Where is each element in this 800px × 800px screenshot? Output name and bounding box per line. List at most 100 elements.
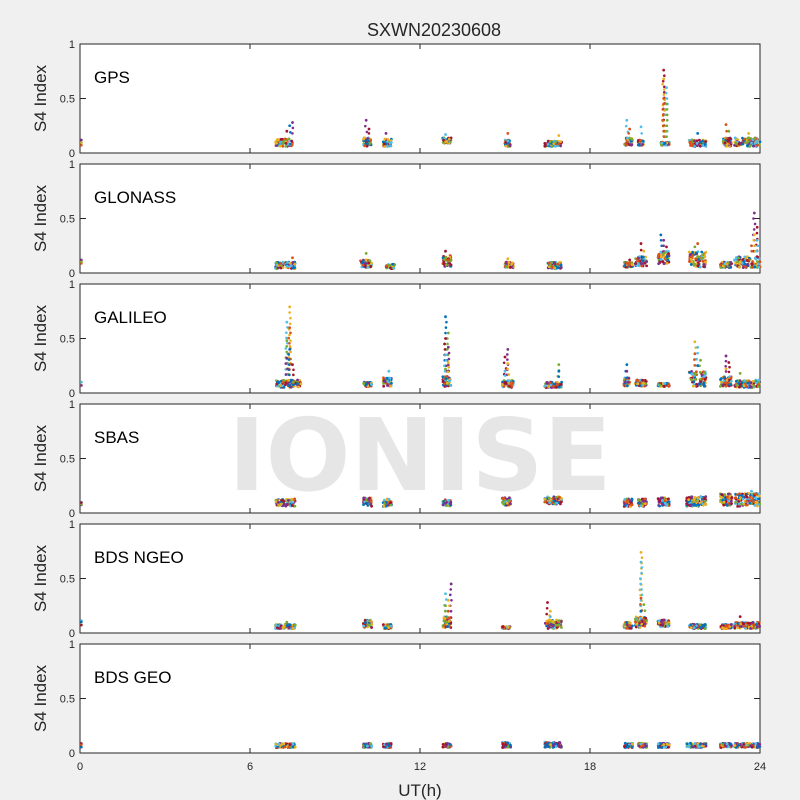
data-point [752,144,756,148]
data-point [637,256,640,260]
y-tick-label: 1 [69,159,75,171]
data-point [690,260,694,264]
data-point [750,249,754,253]
data-point [501,383,504,386]
data-point [626,140,629,144]
data-point [627,132,631,135]
data-point [750,745,754,749]
data-point [754,742,758,746]
data-point [658,504,662,508]
data-point [623,502,626,505]
data-point [502,361,506,365]
data-point [446,370,450,374]
data-point [448,742,452,746]
data-point [441,380,445,384]
y-tick-label: 0.5 [60,574,75,586]
data-point [509,383,513,387]
data-point [639,602,642,606]
data-point [689,263,693,266]
data-point [505,353,509,356]
data-point [547,745,551,749]
data-point [511,261,514,265]
data-point [545,380,549,384]
data-point [280,137,284,141]
data-point [745,500,749,503]
data-point [739,496,742,500]
data-point [725,144,729,148]
data-point [723,141,727,145]
data-point [688,371,692,374]
data-point [696,242,700,245]
data-point [286,261,289,264]
data-point [695,141,699,145]
data-point [752,211,756,215]
data-point [628,127,632,131]
data-point [689,626,693,630]
data-point [689,255,692,259]
data-point [506,348,510,351]
data-point [636,258,640,262]
data-point [288,142,292,146]
data-point [285,344,289,348]
data-point [743,624,747,628]
data-point [559,383,563,386]
data-point [751,621,755,624]
data-point [755,238,759,242]
data-point [628,258,632,262]
data-point [659,233,663,237]
data-point [640,264,643,268]
data-point [729,623,733,626]
data-point [658,383,662,387]
data-point [722,627,726,630]
data-point [80,380,83,384]
data-point [692,623,696,626]
data-point [544,743,548,747]
y-tick-label: 1 [69,39,75,51]
data-point [548,140,552,144]
data-point [548,625,551,629]
data-point [297,385,301,389]
data-point [638,626,642,629]
data-point [389,266,392,270]
data-point [364,261,367,265]
data-point [291,742,295,746]
data-point [623,498,627,501]
data-point [630,263,634,267]
data-point [80,260,83,264]
data-point [292,368,295,372]
data-point [288,341,291,345]
data-point [448,616,452,620]
data-point [547,261,551,265]
data-point [738,385,741,389]
data-point [551,744,555,748]
data-point [80,384,83,387]
data-point [288,373,291,377]
data-point [444,133,447,136]
data-point [362,381,366,385]
data-point [742,742,746,746]
data-point [643,502,647,506]
data-point [288,348,292,351]
data-point [284,381,288,385]
plot-area [79,523,761,634]
data-point [752,239,756,242]
data-point [749,627,753,630]
data-point [755,501,759,505]
data-point [692,626,696,630]
data-point [739,625,743,628]
data-point [549,618,552,622]
data-point [728,383,732,386]
data-point [752,500,755,503]
data-point [743,255,747,259]
data-point [383,137,387,141]
data-point [287,353,291,356]
data-point [699,370,702,374]
data-point [281,144,285,148]
data-point [444,359,448,362]
data-point [629,503,633,507]
data-point [290,143,294,147]
data-point [639,262,643,266]
data-point [547,385,551,388]
data-point [659,250,663,254]
